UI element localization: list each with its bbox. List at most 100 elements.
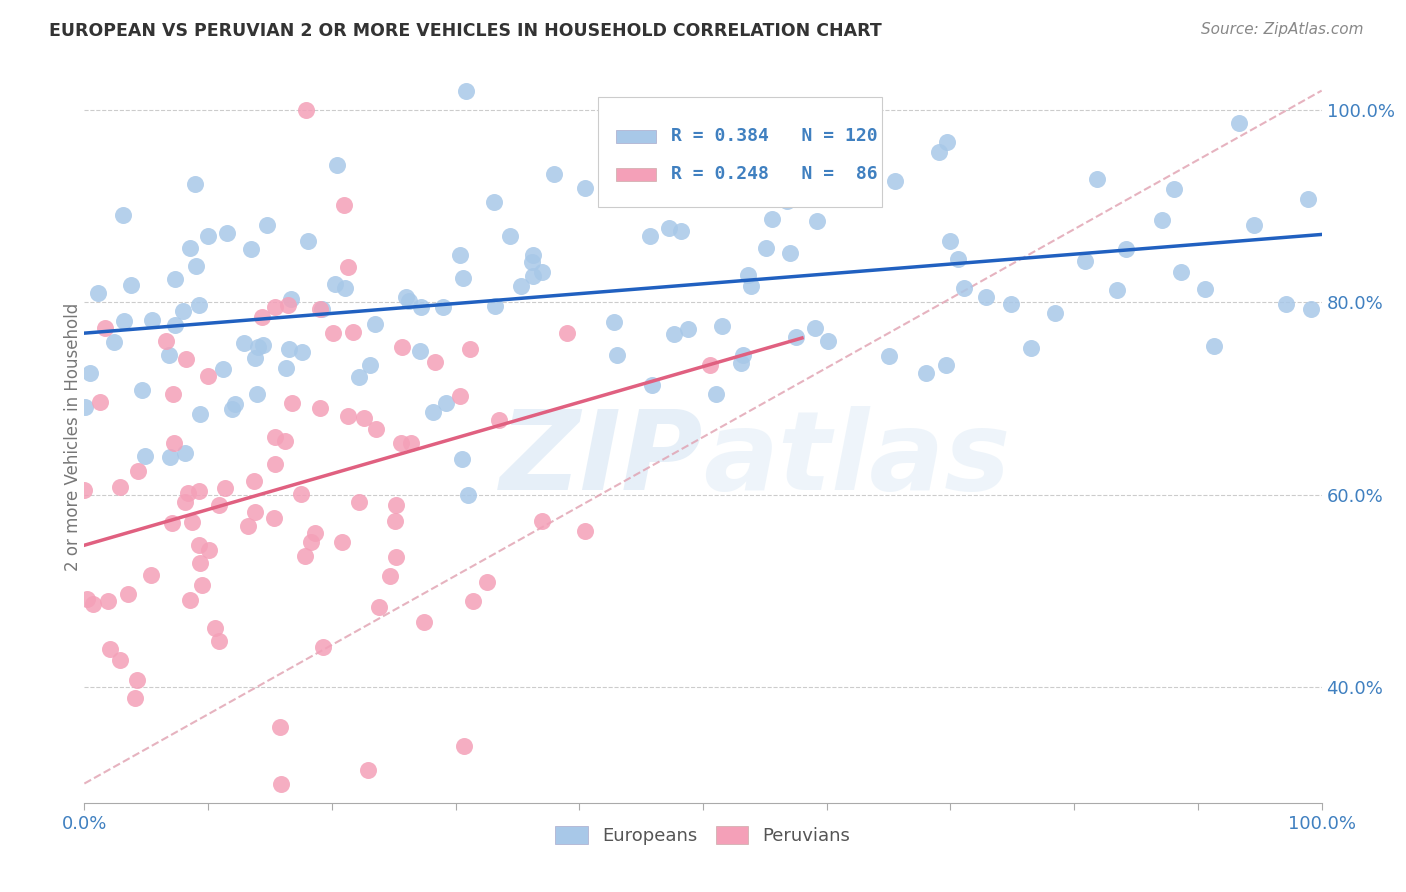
Point: [155, 334, 177, 349]
Point: [509, 279, 531, 293]
Point: [359, 359, 381, 373]
Point: [454, 84, 477, 98]
Point: [172, 303, 194, 318]
Point: [174, 446, 197, 460]
Point: [384, 514, 406, 528]
Point: [488, 413, 510, 427]
Point: [409, 344, 432, 359]
Point: [299, 535, 322, 549]
Point: [252, 338, 274, 352]
Y-axis label: 2 or more Vehicles in Household: 2 or more Vehicles in Household: [65, 303, 82, 571]
Point: [294, 549, 316, 564]
Point: [475, 574, 498, 589]
Point: [165, 318, 187, 332]
Point: [191, 578, 214, 592]
Point: [277, 298, 299, 312]
Point: [877, 349, 900, 363]
Point: [221, 402, 243, 417]
Point: [636, 130, 658, 145]
Point: [335, 281, 357, 295]
Point: [531, 265, 554, 279]
Point: [1296, 192, 1319, 206]
Point: [574, 181, 596, 195]
Point: [1000, 297, 1022, 311]
Point: [188, 483, 211, 498]
Point: [263, 430, 285, 444]
Point: [741, 167, 763, 181]
Point: [179, 593, 201, 607]
Point: [291, 344, 314, 359]
Point: [215, 226, 238, 240]
Point: [368, 599, 391, 614]
Point: [948, 252, 970, 266]
Point: [94, 321, 117, 335]
Point: [79, 366, 101, 380]
Point: [458, 343, 481, 357]
Bar: [616, 130, 657, 143]
Point: [914, 366, 936, 380]
Point: [422, 405, 444, 419]
Point: [131, 383, 153, 397]
Point: [98, 642, 121, 657]
Point: [309, 401, 332, 415]
Point: [73, 483, 96, 497]
Point: [638, 228, 661, 243]
Point: [160, 516, 183, 530]
Point: [499, 229, 522, 244]
Point: [378, 569, 401, 583]
Point: [676, 322, 699, 336]
Point: [124, 690, 146, 705]
Point: [711, 319, 734, 334]
Point: [188, 408, 211, 422]
Point: [658, 220, 681, 235]
Point: [1074, 254, 1097, 268]
Point: [366, 422, 388, 436]
Point: [785, 330, 807, 344]
Point: [108, 653, 131, 667]
Point: [180, 515, 202, 529]
Point: [803, 321, 825, 335]
Point: [295, 103, 318, 117]
Point: [342, 325, 364, 339]
Point: [73, 401, 96, 415]
Point: [186, 260, 208, 274]
Point: [243, 474, 266, 488]
Point: [641, 377, 664, 392]
Point: [157, 348, 180, 362]
Point: [112, 313, 135, 327]
Legend: Europeans, Peruvians: Europeans, Peruvians: [548, 819, 858, 852]
Text: R = 0.248   N =  86: R = 0.248 N = 86: [671, 165, 877, 184]
Point: [357, 763, 380, 777]
Point: [263, 458, 285, 472]
Point: [263, 300, 285, 314]
Point: [884, 174, 907, 188]
Point: [740, 279, 762, 293]
Point: [669, 224, 692, 238]
Point: [662, 327, 685, 342]
Text: ZIP: ZIP: [499, 406, 703, 513]
Point: [449, 389, 471, 403]
Point: [245, 351, 267, 365]
Point: [187, 298, 209, 312]
Point: [349, 369, 371, 384]
Point: [1163, 182, 1185, 196]
Point: [484, 299, 506, 313]
Point: [543, 167, 565, 181]
Point: [721, 150, 744, 164]
Point: [233, 336, 256, 351]
Point: [1085, 172, 1108, 186]
Point: [935, 359, 957, 373]
Point: [120, 277, 142, 292]
Point: [391, 340, 413, 354]
Point: [530, 515, 553, 529]
Point: [184, 177, 207, 191]
Point: [453, 739, 475, 754]
Point: [162, 386, 184, 401]
Point: [606, 349, 628, 363]
Point: [174, 351, 197, 366]
Point: [108, 480, 131, 494]
Point: [139, 568, 162, 582]
Text: Source: ZipAtlas.com: Source: ZipAtlas.com: [1201, 22, 1364, 37]
Point: [395, 290, 418, 304]
Point: [461, 594, 484, 608]
